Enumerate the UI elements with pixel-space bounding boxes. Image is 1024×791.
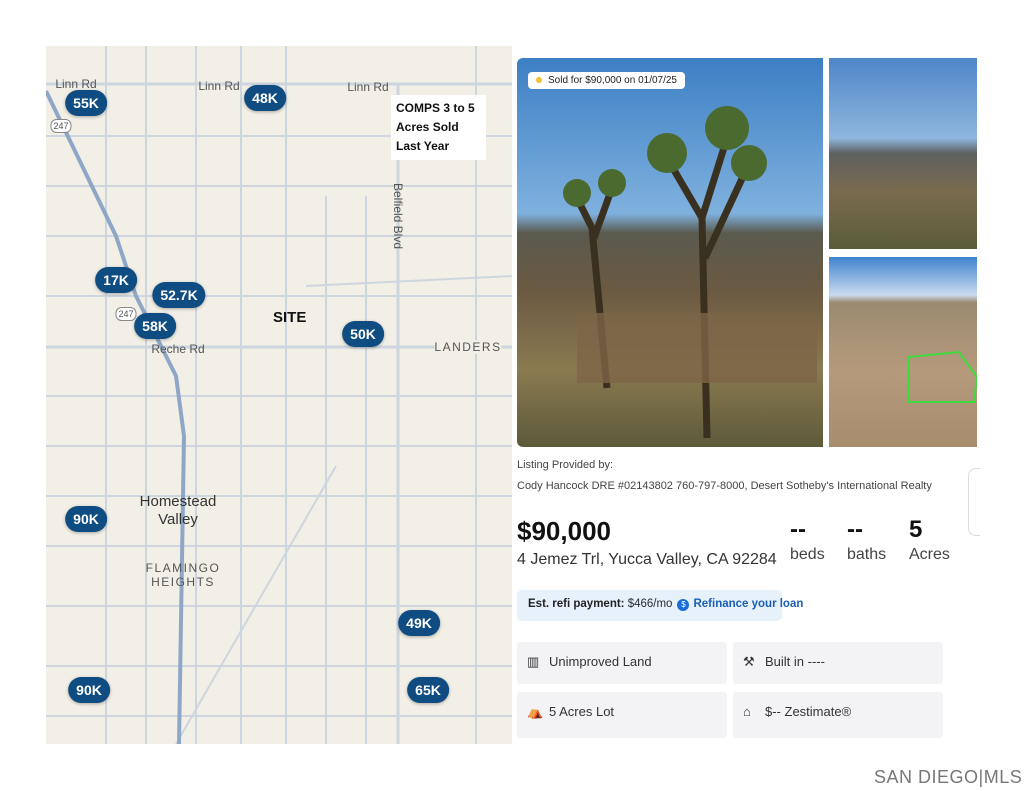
price-marker[interactable]: 49K bbox=[398, 610, 440, 636]
thumbnail-photo[interactable] bbox=[829, 58, 977, 249]
lot-icon: ⛺ bbox=[527, 704, 544, 719]
fact-zestimate: ⌂ $-- Zestimate® bbox=[733, 692, 943, 738]
fact-text: Built in ---- bbox=[765, 654, 825, 669]
main-photo[interactable]: Sold for $90,000 on 01/07/25 bbox=[517, 58, 823, 447]
refi-value: $466/mo bbox=[627, 598, 673, 610]
lot-outline bbox=[908, 350, 977, 403]
beds-label: beds bbox=[790, 546, 825, 563]
side-panel-edge bbox=[968, 468, 980, 536]
fact-year-built: ⚒ Built in ---- bbox=[733, 642, 943, 684]
sold-text: Sold for $90,000 on 01/07/25 bbox=[548, 75, 677, 86]
acres-stat: 5 Acres bbox=[909, 516, 950, 564]
road-label: Reche Rd bbox=[151, 342, 205, 356]
aerial-thumbnail-photo[interactable] bbox=[829, 257, 977, 447]
hammer-icon: ⚒ bbox=[743, 654, 755, 669]
baths-label: baths bbox=[847, 546, 887, 563]
price-marker[interactable]: 55K bbox=[65, 90, 107, 116]
joshua-tree-image bbox=[563, 106, 817, 439]
highway-shield: 247 bbox=[115, 307, 137, 321]
price-marker[interactable]: 50K bbox=[342, 321, 384, 347]
building-icon: ▥ bbox=[527, 654, 540, 669]
dollar-icon: $ bbox=[677, 599, 690, 611]
refi-banner: Est. refi payment: $466/mo $ Refinance you… bbox=[517, 590, 803, 621]
address: 4 Jemez Trl, Yucca Valley, CA 92284 bbox=[517, 551, 777, 568]
road-label: Linn Rd bbox=[55, 77, 97, 91]
price-marker[interactable]: 52.7K bbox=[152, 282, 206, 308]
refinance-link[interactable]: Refinance your loan bbox=[693, 598, 804, 610]
status-dot-icon bbox=[536, 77, 542, 84]
road-label: Linn Rd bbox=[198, 79, 240, 93]
price-marker[interactable]: 90K bbox=[68, 677, 110, 703]
sold-badge: Sold for $90,000 on 01/07/25 bbox=[528, 72, 685, 89]
fact-text: $-- Zestimate® bbox=[765, 704, 852, 719]
refi-label: Est. refi payment: bbox=[528, 598, 625, 610]
place-label: FLAMINGO HEIGHTS bbox=[145, 561, 221, 589]
listing-agent: Cody Hancock DRE #02143802 760-797-8000,… bbox=[517, 480, 932, 492]
site-label: SITE bbox=[273, 309, 307, 326]
comps-map[interactable]: Linn Rd Linn Rd Linn Rd Belfield Blvd Re… bbox=[46, 46, 512, 744]
highway-shield: 247 bbox=[50, 119, 72, 133]
price-marker[interactable]: 58K bbox=[134, 313, 176, 339]
fact-text: 5 Acres Lot bbox=[549, 704, 615, 719]
beds-value: -- bbox=[790, 516, 806, 543]
price-marker[interactable]: 17K bbox=[95, 267, 137, 293]
road-label: Linn Rd bbox=[347, 80, 389, 94]
price: $90,000 bbox=[517, 516, 611, 546]
acres-value: 5 bbox=[909, 516, 923, 543]
beds-stat: -- beds bbox=[790, 516, 825, 564]
baths-stat: -- baths bbox=[847, 516, 886, 564]
baths-value: -- bbox=[847, 516, 863, 543]
price-marker[interactable]: 65K bbox=[407, 677, 449, 703]
acres-label: Acres bbox=[909, 546, 950, 563]
fact-property-type: ▥ Unimproved Land bbox=[517, 642, 727, 684]
price-marker[interactable]: 48K bbox=[244, 85, 286, 111]
map-note: COMPS 3 to 5 Acres Sold Last Year bbox=[391, 95, 486, 160]
road-label: Belfield Blvd bbox=[391, 182, 405, 250]
place-label: LANDERS bbox=[434, 340, 502, 354]
place-label: Homestead Valley bbox=[139, 493, 217, 528]
fact-lot-size: ⛺ 5 Acres Lot bbox=[517, 692, 727, 738]
price-marker[interactable]: 90K bbox=[65, 506, 107, 532]
fact-text: Unimproved Land bbox=[549, 654, 652, 669]
zillow-icon: ⌂ bbox=[743, 704, 751, 719]
listing-provided-label: Listing Provided by: bbox=[517, 459, 613, 471]
sdmls-logo: SAN DIEGO|MLS bbox=[874, 767, 1023, 787]
